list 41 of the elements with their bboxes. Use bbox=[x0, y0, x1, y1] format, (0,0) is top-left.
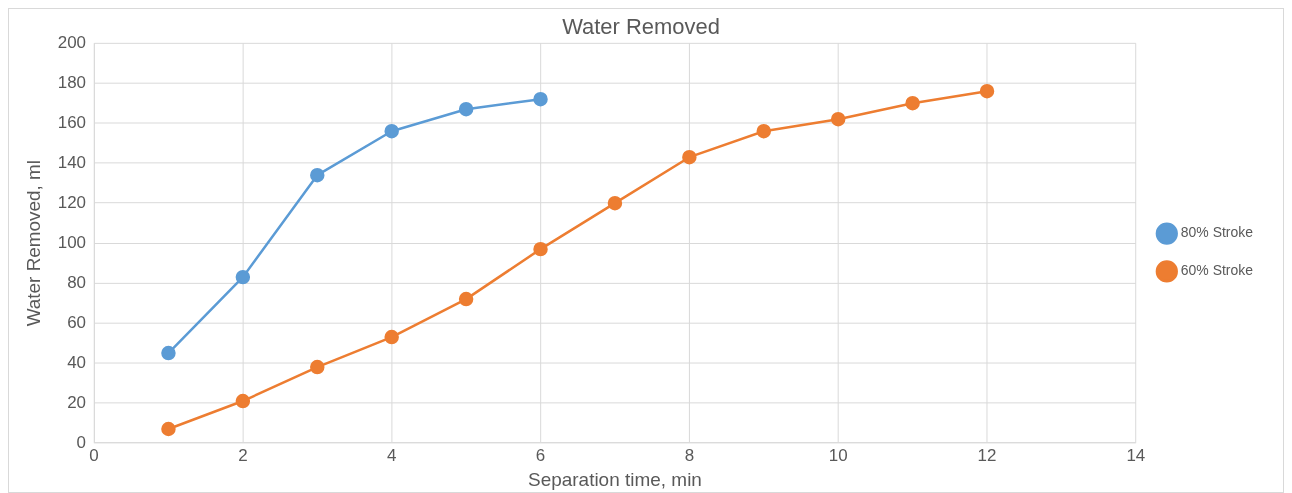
point bbox=[384, 123, 399, 139]
y-tick-label: 0 bbox=[76, 432, 87, 452]
point bbox=[161, 345, 176, 361]
y-axis-title: Water Removed, ml bbox=[22, 159, 44, 327]
point bbox=[979, 84, 995, 99]
y-tick-label: 100 bbox=[57, 232, 87, 252]
point bbox=[384, 329, 399, 345]
point bbox=[905, 95, 920, 111]
y-tick-label: 120 bbox=[57, 192, 87, 212]
legend-label: 60% Stroke bbox=[1180, 262, 1254, 279]
y-tick-label: 160 bbox=[57, 112, 87, 132]
x-tick-label: 6 bbox=[535, 445, 546, 465]
chart-title: Water Removed bbox=[562, 14, 720, 40]
y-tick-label: 20 bbox=[67, 392, 87, 412]
point bbox=[235, 269, 251, 285]
y-tick-label: 40 bbox=[67, 352, 87, 372]
y-tick-label: 180 bbox=[57, 72, 87, 92]
point bbox=[533, 92, 548, 107]
y-tick-label: 200 bbox=[57, 32, 87, 52]
legend-label: 80% Stroke bbox=[1180, 224, 1254, 241]
x-tick-label: 4 bbox=[386, 445, 397, 465]
y-tick-label: 60 bbox=[67, 312, 87, 332]
x-axis-title: Separation time, min bbox=[527, 468, 702, 490]
point bbox=[310, 359, 325, 375]
y-tick-label: 80 bbox=[67, 272, 87, 292]
x-tick-label: 2 bbox=[238, 445, 248, 465]
x-tick-label: 14 bbox=[1126, 445, 1146, 465]
point bbox=[235, 393, 251, 409]
y-tick-label: 140 bbox=[57, 152, 87, 172]
point bbox=[830, 111, 846, 127]
x-tick-label: 10 bbox=[828, 445, 848, 465]
x-tick-label: 8 bbox=[684, 445, 695, 465]
point bbox=[756, 123, 772, 139]
x-tick-label: 12 bbox=[977, 445, 997, 465]
point bbox=[533, 241, 548, 257]
point bbox=[458, 101, 474, 117]
point bbox=[458, 291, 474, 307]
point bbox=[607, 195, 623, 211]
point bbox=[161, 421, 176, 437]
point bbox=[682, 149, 697, 165]
point bbox=[310, 167, 325, 183]
